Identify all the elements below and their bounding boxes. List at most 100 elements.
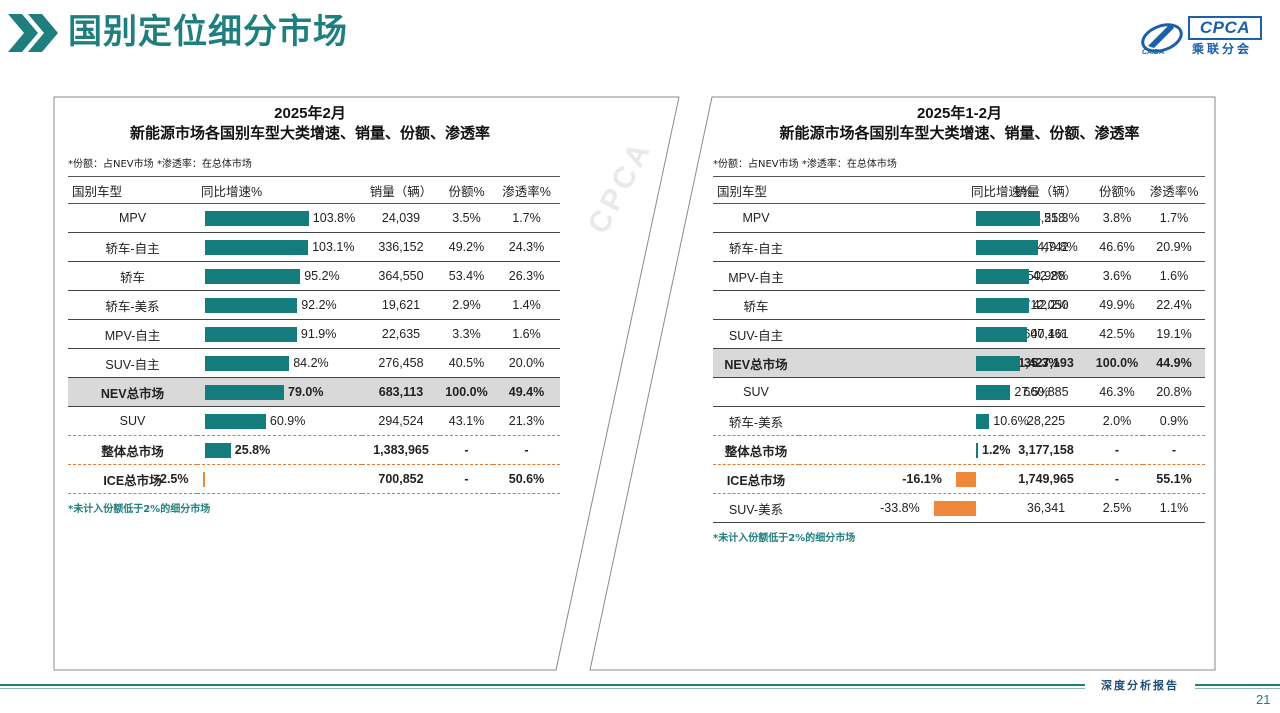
growth-bar [205, 327, 297, 342]
left-note: *份额：占NEV市场 *渗透率：在总体市场 [68, 159, 252, 170]
row-name: 轿车-自主 [68, 232, 197, 262]
row-name: SUV [68, 406, 197, 436]
row-share: 3.3% [440, 319, 493, 349]
left-footnote: *未计入份额低于2%的细分市场 [68, 504, 211, 515]
row-sales: 36,341 [1001, 493, 1091, 523]
row-name: 整体总市场 [68, 435, 197, 465]
row-sales: 24,039 [362, 203, 440, 233]
growth-bar [205, 298, 298, 313]
row-share: - [1091, 435, 1143, 465]
table-row: SUV-自主 40.4% 607,161 42.5% 19.1% [713, 319, 1205, 349]
row-penetration: 1.7% [1143, 203, 1205, 233]
row-name: 轿车-美系 [713, 406, 799, 436]
header-penetration: 渗透率% [1143, 176, 1205, 204]
row-name: ICE总市场 [713, 464, 799, 494]
growth-bar [955, 472, 976, 487]
growth-bar [976, 211, 1041, 226]
growth-label: 103.8% [312, 211, 356, 225]
right-subtitle: 新能源市场各国别车型大类增速、销量、份额、渗透率 [779, 125, 1140, 142]
row-sales: 19,621 [362, 290, 440, 320]
row-name: 轿车 [68, 261, 197, 291]
growth-bar [976, 385, 1011, 400]
row-sales: 1,749,965 [1001, 464, 1091, 494]
row-penetration: 55.1% [1143, 464, 1205, 494]
row-sales: 28,225 [1001, 406, 1091, 436]
row-share: 42.5% [1091, 319, 1143, 349]
growth-bar [205, 414, 266, 429]
row-sales: 660,885 [1001, 377, 1091, 407]
table-row: MPV-自主 91.9% 22,635 3.3% 1.6% [68, 319, 560, 349]
row-sales: 294,524 [362, 406, 440, 436]
table-row: MPV 51.3% 54,258 3.8% 1.7% [713, 203, 1205, 233]
growth-label: 10.6% [993, 414, 1029, 428]
row-name: 轿车-美系 [68, 290, 197, 320]
row-penetration: 49.4% [493, 377, 560, 407]
row-name: 整体总市场 [713, 435, 799, 465]
cpca-wing-icon: CAIDA [1141, 23, 1183, 56]
header-growth: 同比增速% [197, 176, 362, 204]
right-note: *份额：占NEV市场 *渗透率：在总体市场 [713, 159, 897, 170]
row-penetration: 1.4% [493, 290, 560, 320]
right-footnote: *未计入份额低于2%的细分市场 [713, 533, 856, 544]
row-penetration: 19.1% [1143, 319, 1205, 349]
row-share: 100.0% [1091, 348, 1143, 378]
footer-line [0, 684, 1280, 686]
row-name: MPV-自主 [713, 261, 799, 291]
table-row: SUV-美系 -33.8% 36,341 2.5% 1.1% [713, 493, 1205, 523]
table-row: 轿车-美系 92.2% 19,621 2.9% 1.4% [68, 290, 560, 320]
cpca-logo: CAIDA CPCA 乘联分会 [1140, 14, 1262, 58]
growth-label: 49.8% [1042, 240, 1078, 254]
row-share: 100.0% [440, 377, 493, 407]
row-share: - [440, 435, 493, 465]
table-row: NEV总市场 79.0% 683,113 100.0% 49.4% [68, 377, 560, 407]
page-title: 国别定位细分市场 [68, 12, 348, 52]
row-penetration: - [1143, 435, 1205, 465]
row-share: 2.5% [1091, 493, 1143, 523]
row-penetration: 1.1% [1143, 493, 1205, 523]
table-row: 轿车-美系 10.6% 28,225 2.0% 0.9% [713, 406, 1205, 436]
row-name: NEV总市场 [68, 377, 197, 407]
row-name: ICE总市场 [68, 464, 197, 494]
header-growth: 同比增速% [799, 176, 1032, 204]
growth-label: 91.9% [300, 327, 337, 341]
table-row: ICE总市场 -2.5% 700,852-50.6% [68, 464, 560, 494]
logo-cn-name: 乘联分会 [1192, 42, 1253, 56]
row-name: SUV-美系 [713, 493, 799, 523]
table-row: 轿车 42.2% 712,050 49.9% 22.4% [713, 290, 1205, 320]
table-row: NEV总市场 35.3% 1,427,193 100.0% 44.9% [713, 348, 1205, 378]
table-row: MPV 103.8% 24,039 3.5% 1.7% [68, 203, 560, 233]
report-tag: 深度分析报告 [1085, 678, 1195, 694]
logo-acronym: CPCA [1188, 16, 1262, 40]
growth-bar [205, 211, 309, 226]
row-name: NEV总市场 [713, 348, 799, 378]
header-name: 国别车型 [713, 176, 799, 204]
header-share: 份额% [440, 176, 493, 204]
row-penetration: 22.4% [1143, 290, 1205, 320]
row-penetration: 0.9% [1143, 406, 1205, 436]
growth-bar [205, 385, 284, 400]
table-row: MPV-自主 42.2% 50,988 3.6% 1.6% [713, 261, 1205, 291]
row-name: 轿车-自主 [713, 232, 799, 262]
row-share: 43.1% [440, 406, 493, 436]
row-name: SUV-自主 [713, 319, 799, 349]
row-penetration: 21.3% [493, 406, 560, 436]
row-share: 3.8% [1091, 203, 1143, 233]
table-row: 整体总市场 25.8% 1,383,965- - [68, 435, 560, 465]
growth-label: -33.8% [880, 501, 920, 515]
row-sales: 22,635 [362, 319, 440, 349]
row-sales: 3,177,158 [1001, 435, 1091, 465]
growth-bar [205, 240, 309, 255]
growth-label: 103.1% [312, 240, 355, 254]
right-panel-header: 2025年1-2月 新能源市场各国别车型大类增速、销量、份额、渗透率 [712, 104, 1207, 144]
table-row: 轿车 95.2% 364,550 53.4% 26.3% [68, 261, 560, 291]
row-name: 轿车 [713, 290, 799, 320]
growth-bar [205, 356, 290, 371]
row-share: 40.5% [440, 348, 493, 378]
row-penetration: 44.9% [1143, 348, 1205, 378]
growth-label: -2.5% [155, 472, 189, 486]
row-share: 2.0% [1091, 406, 1143, 436]
table-row: 轿车-自主 49.8% 664,742 46.6% 20.9% [713, 232, 1205, 262]
growth-label: 95.2% [304, 269, 340, 283]
row-sales: 1,383,965 [362, 435, 440, 465]
row-name: MPV-自主 [68, 319, 197, 349]
